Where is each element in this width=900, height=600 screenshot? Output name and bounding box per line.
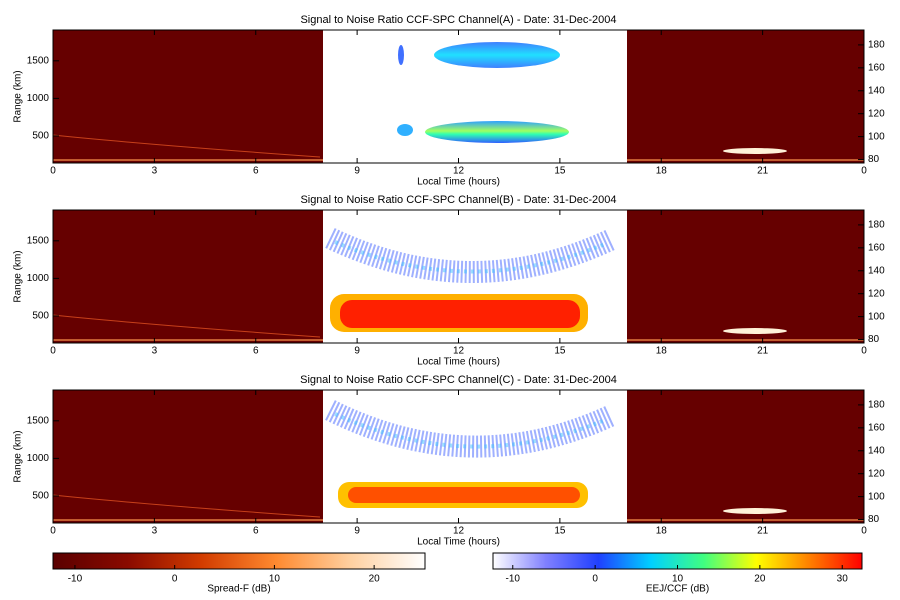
echo-region — [723, 508, 787, 514]
y-axis-label: Range (km) — [13, 250, 24, 302]
x-tick-label: 21 — [757, 526, 769, 537]
colorbar-tick-label: 0 — [592, 574, 598, 585]
y2-tick-label: 140 — [868, 85, 885, 96]
x-tick-label: 6 — [253, 346, 259, 357]
y-tick-label: 1500 — [27, 415, 50, 426]
y2-tick-label: 120 — [868, 288, 885, 299]
y2-tick-label: 180 — [868, 220, 885, 231]
echo-region — [397, 124, 413, 136]
y2-tick-label: 180 — [868, 400, 885, 411]
x-tick-label: 12 — [453, 346, 465, 357]
echo-region — [398, 45, 404, 65]
echo-trace — [52, 134, 321, 158]
x-tick-label: 15 — [554, 346, 566, 357]
y-tick-label: 500 — [32, 491, 49, 502]
echo-region — [348, 487, 580, 503]
night-region — [627, 390, 864, 523]
x-tick-label: 21 — [757, 166, 769, 177]
chart-title: Signal to Noise Ratio CCF-SPC Channel(B)… — [300, 194, 616, 206]
x-axis-label: Local Time (hours) — [417, 357, 500, 368]
x-tick-label: 0 — [861, 166, 867, 177]
y-tick-label: 1000 — [27, 453, 50, 464]
y-tick-label: 500 — [32, 311, 49, 322]
y-tick-label: 1500 — [27, 55, 50, 66]
echo-region — [425, 121, 569, 143]
y2-tick-label: 80 — [868, 154, 880, 165]
y-axis-label: Range (km) — [13, 70, 24, 122]
chart-title: Signal to Noise Ratio CCF-SPC Channel(C)… — [300, 374, 617, 386]
colorbar-tick-label: -10 — [68, 574, 83, 585]
echo-region — [334, 412, 606, 449]
night-region — [627, 30, 864, 163]
echo-trace — [52, 494, 321, 518]
x-tick-label: 0 — [50, 526, 56, 537]
colorbar — [52, 552, 426, 570]
echo-trace — [52, 314, 321, 338]
night-region — [53, 210, 323, 343]
x-tick-label: 18 — [656, 166, 668, 177]
y2-tick-label: 100 — [868, 311, 885, 322]
x-tick-label: 0 — [50, 166, 56, 177]
y-axis-label: Range (km) — [13, 430, 24, 482]
x-tick-label: 9 — [354, 346, 360, 357]
y2-tick-label: 180 — [868, 40, 885, 51]
echo-region — [434, 42, 560, 68]
chart-title: Signal to Noise Ratio CCF-SPC Channel(A)… — [300, 14, 616, 26]
y2-tick-label: 100 — [868, 131, 885, 142]
y2-tick-label: 80 — [868, 514, 880, 525]
night-region — [627, 210, 864, 343]
colorbar-label: EEJ/CCF (dB) — [646, 584, 709, 595]
y-tick-label: 1000 — [27, 273, 50, 284]
colorbar-label: Spread-F (dB) — [207, 584, 270, 595]
echo-region — [723, 148, 787, 154]
colorbar-tick-label: 20 — [754, 574, 766, 585]
x-tick-label: 3 — [152, 526, 158, 537]
y2-tick-label: 160 — [868, 62, 885, 73]
y2-tick-label: 140 — [868, 445, 885, 456]
x-axis-label: Local Time (hours) — [417, 537, 500, 548]
y2-tick-label: 140 — [868, 265, 885, 276]
y2-tick-label: 160 — [868, 422, 885, 433]
echo-region — [325, 228, 615, 283]
y2-tick-label: 100 — [868, 491, 885, 502]
night-region — [53, 30, 323, 163]
x-tick-label: 15 — [554, 166, 566, 177]
x-tick-label: 12 — [453, 526, 465, 537]
x-tick-label: 9 — [354, 526, 360, 537]
colorbar-tick-label: 10 — [269, 574, 281, 585]
x-tick-label: 18 — [656, 526, 668, 537]
echo-region — [340, 300, 580, 328]
x-tick-label: 9 — [354, 166, 360, 177]
y2-tick-label: 120 — [868, 108, 885, 119]
x-tick-label: 6 — [253, 166, 259, 177]
night-region — [53, 390, 323, 523]
echo-region — [334, 240, 606, 274]
y-tick-label: 1000 — [27, 93, 50, 104]
colorbar-tick-label: 30 — [837, 574, 849, 585]
y2-tick-label: 120 — [868, 468, 885, 479]
colorbar-tick-label: -10 — [506, 574, 521, 585]
x-tick-label: 0 — [861, 346, 867, 357]
colorbar-tick-label: 0 — [172, 574, 178, 585]
x-tick-label: 3 — [152, 346, 158, 357]
colorbar-tick-label: 10 — [672, 574, 684, 585]
x-tick-label: 21 — [757, 346, 769, 357]
y2-tick-label: 160 — [868, 242, 885, 253]
x-tick-label: 0 — [50, 346, 56, 357]
x-axis-label: Local Time (hours) — [417, 177, 500, 188]
x-tick-label: 0 — [861, 526, 867, 537]
y2-tick-label: 80 — [868, 334, 880, 345]
echo-region — [325, 400, 615, 458]
x-tick-label: 6 — [253, 526, 259, 537]
echo-region — [723, 328, 787, 334]
colorbar-tick-label: 20 — [369, 574, 381, 585]
x-tick-label: 12 — [453, 166, 465, 177]
x-tick-label: 15 — [554, 526, 566, 537]
y-tick-label: 500 — [32, 131, 49, 142]
x-tick-label: 18 — [656, 346, 668, 357]
x-tick-label: 3 — [152, 166, 158, 177]
y-tick-label: 1500 — [27, 235, 50, 246]
